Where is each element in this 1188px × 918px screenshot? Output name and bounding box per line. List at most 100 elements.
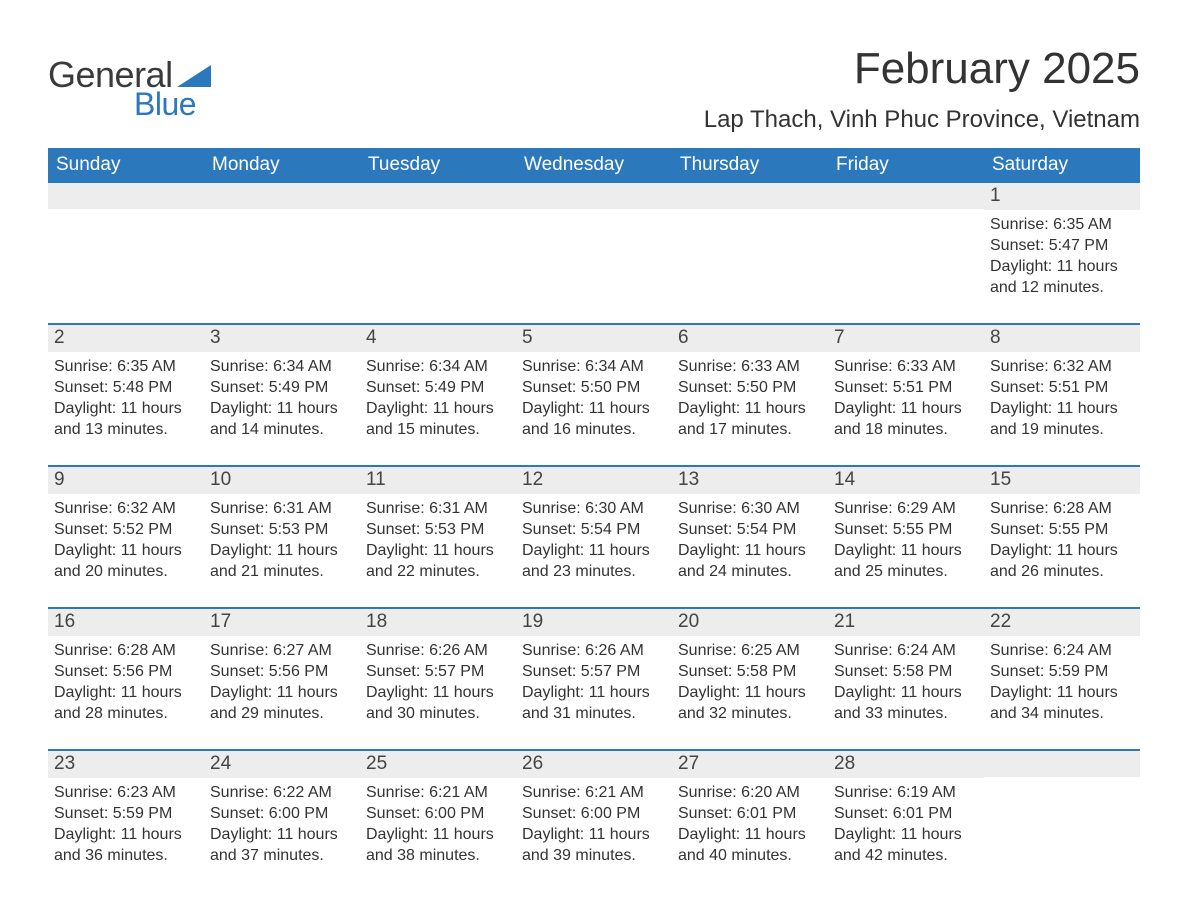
sunset-line: Sunset: 5:57 PM (522, 661, 666, 682)
daylight-line-2: and 40 minutes. (678, 845, 822, 866)
day-number: 7 (828, 325, 984, 352)
day-number (516, 183, 672, 209)
sunrise-line: Sunrise: 6:35 AM (990, 214, 1134, 235)
daylight-line-2: and 34 minutes. (990, 703, 1134, 724)
sunrise-line: Sunrise: 6:24 AM (990, 640, 1134, 661)
calendar-day: 3Sunrise: 6:34 AMSunset: 5:49 PMDaylight… (204, 325, 360, 445)
day-body: Sunrise: 6:22 AMSunset: 6:00 PMDaylight:… (204, 778, 360, 866)
day-number: 2 (48, 325, 204, 352)
weeks-container: 1Sunrise: 6:35 AMSunset: 5:47 PMDaylight… (48, 183, 1140, 871)
daylight-line-1: Daylight: 11 hours (834, 824, 978, 845)
sunset-line: Sunset: 5:55 PM (990, 519, 1134, 540)
sunrise-line: Sunrise: 6:33 AM (834, 356, 978, 377)
daylight-line-2: and 26 minutes. (990, 561, 1134, 582)
day-number (828, 183, 984, 209)
day-body: Sunrise: 6:20 AMSunset: 6:01 PMDaylight:… (672, 778, 828, 866)
sunset-line: Sunset: 5:56 PM (54, 661, 198, 682)
calendar-week: 1Sunrise: 6:35 AMSunset: 5:47 PMDaylight… (48, 183, 1140, 303)
day-number: 23 (48, 751, 204, 778)
day-body: Sunrise: 6:23 AMSunset: 5:59 PMDaylight:… (48, 778, 204, 866)
calendar-day: 19Sunrise: 6:26 AMSunset: 5:57 PMDayligh… (516, 609, 672, 729)
day-number: 18 (360, 609, 516, 636)
sunset-line: Sunset: 5:57 PM (366, 661, 510, 682)
sunrise-line: Sunrise: 6:26 AM (522, 640, 666, 661)
calendar-day (360, 183, 516, 303)
sunset-line: Sunset: 5:52 PM (54, 519, 198, 540)
day-number: 13 (672, 467, 828, 494)
sunset-line: Sunset: 5:54 PM (678, 519, 822, 540)
calendar-day: 5Sunrise: 6:34 AMSunset: 5:50 PMDaylight… (516, 325, 672, 445)
daylight-line-2: and 22 minutes. (366, 561, 510, 582)
daylight-line-2: and 18 minutes. (834, 419, 978, 440)
day-body (984, 777, 1140, 781)
daylight-line-2: and 20 minutes. (54, 561, 198, 582)
day-number: 11 (360, 467, 516, 494)
day-body (672, 209, 828, 213)
day-number (984, 751, 1140, 777)
day-body (828, 209, 984, 213)
daylight-line-1: Daylight: 11 hours (834, 398, 978, 419)
sunset-line: Sunset: 5:50 PM (678, 377, 822, 398)
sunrise-line: Sunrise: 6:28 AM (990, 498, 1134, 519)
daylight-line-1: Daylight: 11 hours (54, 682, 198, 703)
day-body: Sunrise: 6:30 AMSunset: 5:54 PMDaylight:… (516, 494, 672, 582)
daylight-line-1: Daylight: 11 hours (210, 824, 354, 845)
sunset-line: Sunset: 5:58 PM (678, 661, 822, 682)
sunset-line: Sunset: 5:48 PM (54, 377, 198, 398)
calendar-day (672, 183, 828, 303)
sunset-line: Sunset: 5:49 PM (366, 377, 510, 398)
calendar-day: 17Sunrise: 6:27 AMSunset: 5:56 PMDayligh… (204, 609, 360, 729)
calendar-day: 2Sunrise: 6:35 AMSunset: 5:48 PMDaylight… (48, 325, 204, 445)
daylight-line-1: Daylight: 11 hours (522, 540, 666, 561)
calendar-page: General Blue February 2025 Lap Thach, Vi… (0, 0, 1188, 911)
daylight-line-1: Daylight: 11 hours (834, 540, 978, 561)
day-body: Sunrise: 6:24 AMSunset: 5:58 PMDaylight:… (828, 636, 984, 724)
day-number: 6 (672, 325, 828, 352)
calendar-day: 28Sunrise: 6:19 AMSunset: 6:01 PMDayligh… (828, 751, 984, 871)
weekday-header: Friday (828, 148, 984, 183)
sunrise-line: Sunrise: 6:34 AM (366, 356, 510, 377)
header-row: General Blue February 2025 Lap Thach, Vi… (48, 48, 1140, 134)
sunset-line: Sunset: 6:00 PM (210, 803, 354, 824)
sunrise-line: Sunrise: 6:30 AM (522, 498, 666, 519)
day-body (516, 209, 672, 213)
day-number: 27 (672, 751, 828, 778)
daylight-line-1: Daylight: 11 hours (366, 398, 510, 419)
day-number: 12 (516, 467, 672, 494)
day-body: Sunrise: 6:34 AMSunset: 5:50 PMDaylight:… (516, 352, 672, 440)
calendar-day: 25Sunrise: 6:21 AMSunset: 6:00 PMDayligh… (360, 751, 516, 871)
sunset-line: Sunset: 5:53 PM (210, 519, 354, 540)
daylight-line-1: Daylight: 11 hours (990, 682, 1134, 703)
calendar-day: 24Sunrise: 6:22 AMSunset: 6:00 PMDayligh… (204, 751, 360, 871)
sunrise-line: Sunrise: 6:34 AM (522, 356, 666, 377)
day-body: Sunrise: 6:27 AMSunset: 5:56 PMDaylight:… (204, 636, 360, 724)
sunrise-line: Sunrise: 6:34 AM (210, 356, 354, 377)
daylight-line-1: Daylight: 11 hours (54, 398, 198, 419)
calendar-day: 8Sunrise: 6:32 AMSunset: 5:51 PMDaylight… (984, 325, 1140, 445)
daylight-line-2: and 13 minutes. (54, 419, 198, 440)
day-body: Sunrise: 6:31 AMSunset: 5:53 PMDaylight:… (204, 494, 360, 582)
day-number: 8 (984, 325, 1140, 352)
sunset-line: Sunset: 6:00 PM (366, 803, 510, 824)
day-body: Sunrise: 6:30 AMSunset: 5:54 PMDaylight:… (672, 494, 828, 582)
sunrise-line: Sunrise: 6:33 AM (678, 356, 822, 377)
day-body (360, 209, 516, 213)
weekday-header: Monday (204, 148, 360, 183)
daylight-line-1: Daylight: 11 hours (210, 540, 354, 561)
day-body (204, 209, 360, 213)
daylight-line-1: Daylight: 11 hours (678, 540, 822, 561)
location-subtitle: Lap Thach, Vinh Phuc Province, Vietnam (704, 106, 1140, 134)
day-number: 5 (516, 325, 672, 352)
sunrise-line: Sunrise: 6:21 AM (366, 782, 510, 803)
calendar-day: 16Sunrise: 6:28 AMSunset: 5:56 PMDayligh… (48, 609, 204, 729)
daylight-line-2: and 30 minutes. (366, 703, 510, 724)
sunset-line: Sunset: 5:59 PM (54, 803, 198, 824)
sunset-line: Sunset: 5:55 PM (834, 519, 978, 540)
sunrise-line: Sunrise: 6:19 AM (834, 782, 978, 803)
daylight-line-1: Daylight: 11 hours (990, 540, 1134, 561)
daylight-line-2: and 16 minutes. (522, 419, 666, 440)
day-number (672, 183, 828, 209)
day-number: 3 (204, 325, 360, 352)
daylight-line-1: Daylight: 11 hours (834, 682, 978, 703)
calendar-day (48, 183, 204, 303)
